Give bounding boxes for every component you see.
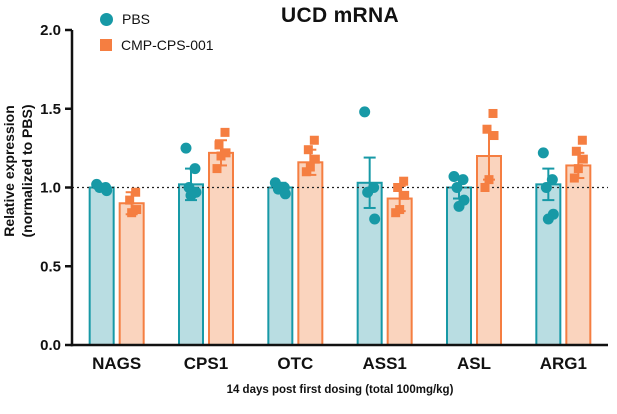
scatter-point-CMP-CPS-001 <box>578 154 588 164</box>
y-tick-label: 0.0 <box>40 337 61 354</box>
scatter-point-PBS <box>185 189 197 201</box>
scatter-point-PBS <box>362 186 374 198</box>
scatter-point-CMP-CPS-001 <box>131 187 141 197</box>
scatter-point-CMP-CPS-001 <box>309 135 319 145</box>
scatter-point-CMP-CPS-001 <box>310 154 320 164</box>
scatter-point-PBS <box>457 174 469 186</box>
scatter-point-CMP-CPS-001 <box>125 195 135 205</box>
scatter-point-CMP-CPS-001 <box>305 162 315 172</box>
scatter-point-CMP-CPS-001 <box>573 164 583 174</box>
scatter-point-CMP-CPS-001 <box>221 148 231 158</box>
x-tick-label-ASS1: ASS1 <box>362 354 406 373</box>
legend-label-cmp-cps-001: CMP-CPS-001 <box>121 37 214 53</box>
scatter-point-CMP-CPS-001 <box>399 176 409 186</box>
scatter-point-CMP-CPS-001 <box>391 208 401 218</box>
scatter-point-PBS <box>369 213 381 225</box>
scatter-point-PBS <box>453 200 465 212</box>
x-axis-caption: 14 days post first dosing (total 100mg/k… <box>226 384 454 396</box>
legend-label-pbs: PBS <box>122 11 151 27</box>
bar-CMP-CPS-001-CPS1 <box>208 151 234 346</box>
scatter-point-CMP-CPS-001 <box>482 124 492 134</box>
legend-item-cmp-cps-001: CMP-CPS-001 <box>100 37 214 53</box>
scatter-point-PBS <box>359 106 371 118</box>
bar-PBS-NAGS <box>88 186 115 346</box>
y-tick-label: 1.5 <box>40 101 61 118</box>
chart-title: UCD mRNA <box>281 4 399 27</box>
scatter-point-CMP-CPS-001 <box>480 183 490 192</box>
scatter-point-PBS <box>542 213 554 225</box>
bar-PBS-CPS1 <box>178 183 204 346</box>
y-tick-label: 2.0 <box>40 22 61 39</box>
scatter-point-CMP-CPS-001 <box>571 146 581 156</box>
scatter-point-PBS <box>189 163 201 175</box>
bar-PBS-OTC <box>267 186 294 346</box>
x-tick-label-OTC: OTC <box>277 354 313 373</box>
scatter-point-CMP-CPS-001 <box>489 131 499 141</box>
scatter-point-CMP-CPS-001 <box>577 135 587 145</box>
scatter-point-CMP-CPS-001 <box>393 183 403 192</box>
scatter-point-CMP-CPS-001 <box>214 140 224 150</box>
legend: PBS CMP-CPS-001 <box>100 11 214 53</box>
scatter-point-CMP-CPS-001 <box>569 173 579 183</box>
x-tick-label-ASL: ASL <box>457 354 491 373</box>
scatter-point-CMP-CPS-001 <box>484 175 494 185</box>
scatter-point-PBS <box>101 185 113 197</box>
pbs-circle-marker-icon <box>100 12 113 26</box>
scatter-point-PBS <box>546 174 558 186</box>
scatter-point-CMP-CPS-001 <box>216 151 226 161</box>
scatter-point-PBS <box>537 147 549 159</box>
x-tick-label-CPS1: CPS1 <box>184 354 228 373</box>
x-tick-label-ARG1: ARG1 <box>540 354 587 373</box>
legend-item-pbs: PBS <box>100 11 214 27</box>
y-tick-label: 0.5 <box>40 258 61 275</box>
scatter-point-CMP-CPS-001 <box>132 205 142 215</box>
scatter-point-PBS <box>279 188 291 200</box>
scatter-point-CMP-CPS-001 <box>220 127 230 137</box>
scatter-point-CMP-CPS-001 <box>488 108 498 118</box>
x-tick-label-NAGS: NAGS <box>92 354 141 373</box>
scatter-point-CMP-CPS-001 <box>212 164 222 174</box>
bar-CMP-CPS-001-OTC <box>297 161 324 346</box>
scatter-point-CMP-CPS-001 <box>127 208 137 218</box>
scatter-point-PBS <box>540 182 552 193</box>
scatter-point-PBS <box>180 142 192 154</box>
cmp-square-marker-icon <box>100 39 112 51</box>
bar-CMP-CPS-001-ASS1 <box>386 197 413 346</box>
bar-CMP-CPS-001-NAGS <box>118 202 145 346</box>
scatter-point-CMP-CPS-001 <box>400 190 410 200</box>
bar-PBS-ARG1 <box>535 183 562 346</box>
y-tick-label: 1.0 <box>40 180 61 197</box>
scatter-point-PBS <box>451 182 463 193</box>
scatter-point-PBS <box>448 170 460 182</box>
scatter-point-CMP-CPS-001 <box>301 167 311 177</box>
scatter-point-CMP-CPS-001 <box>303 145 313 155</box>
bar-CMP-CPS-001-ARG1 <box>565 164 592 346</box>
